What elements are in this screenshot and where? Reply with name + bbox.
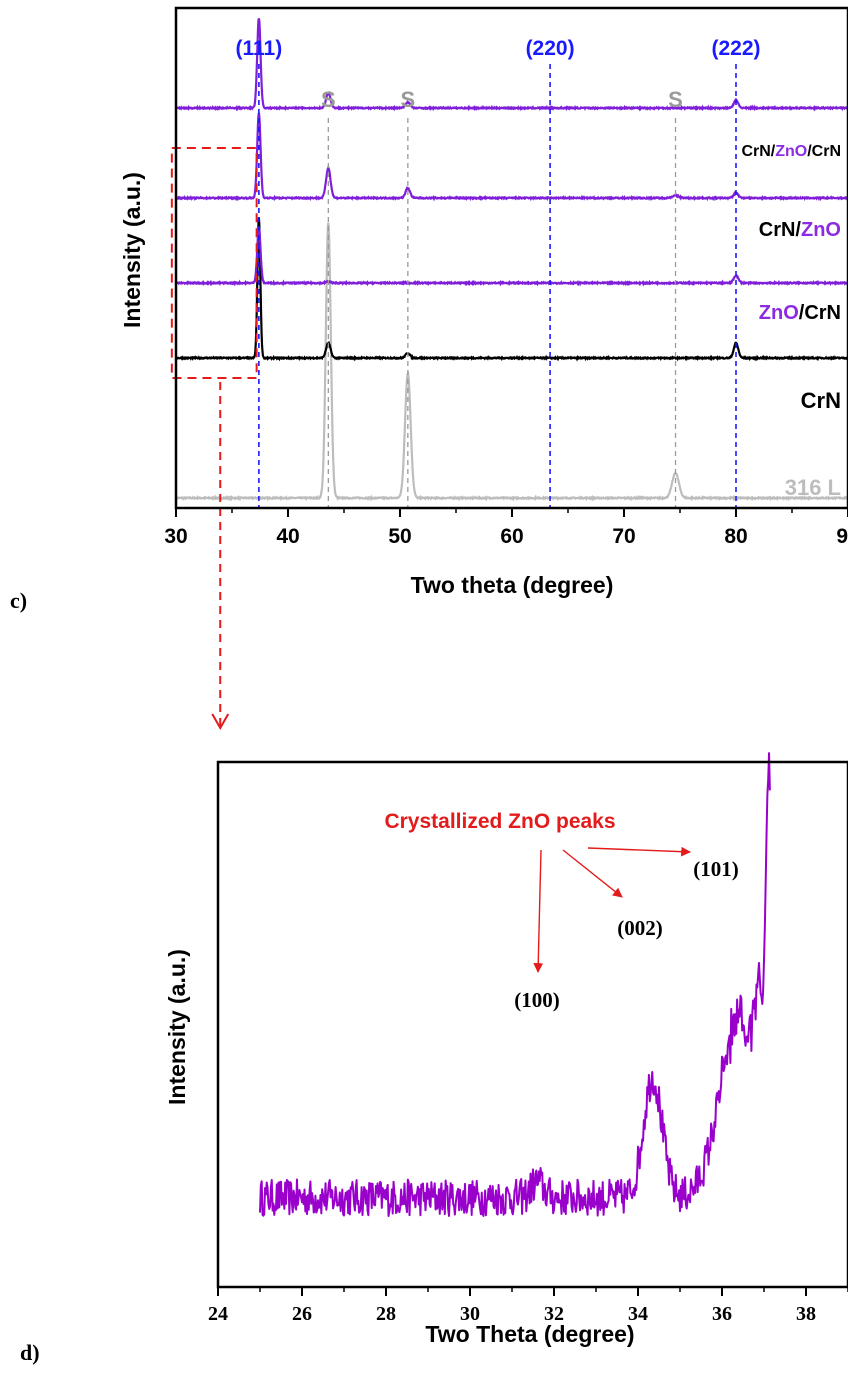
d-series-line [259, 752, 771, 1218]
peak-annotations: (100) (002) (101) [514, 846, 739, 1012]
series-label-part: /CrN [799, 302, 841, 324]
zoom-region-box [170, 147, 258, 379]
annotation-arrow [562, 849, 623, 898]
peak-label: (002) [617, 916, 663, 940]
series-label-part: ZnO [759, 302, 799, 324]
panel-c-xrd-chart: (111) (220) (222) S S S 30 40 50 60 70 80 90 Two th… [119, 6, 848, 731]
plane-label: (111) [236, 37, 283, 60]
series-line [175, 217, 848, 362]
c-series-group [174, 18, 848, 502]
zoom-arrow-head [211, 713, 230, 731]
plane-label: (220) [526, 37, 575, 60]
d-plot-frame [216, 760, 848, 1289]
x-tick-label: 36 [712, 1303, 732, 1325]
panel-label-d: d) [20, 1340, 40, 1365]
series-label-part: /CrN [807, 143, 841, 160]
c-x-axis-label: Two theta (degree) [411, 572, 614, 598]
panel-d-zoom-chart: 24 26 28 30 32 34 36 38 Two Theta (degree) Inte… [164, 752, 848, 1347]
x-tick-label: 80 [724, 525, 747, 548]
series-label-part: 316 L [785, 475, 841, 500]
c-reference-lines: (111) (220) (222) S S S [236, 37, 761, 508]
substrate-peak-label: S [400, 87, 415, 112]
x-tick-label: 90 [836, 525, 848, 548]
d-x-ticks: 24 26 28 30 32 34 36 38 [208, 1287, 848, 1325]
x-tick-label: 28 [376, 1303, 396, 1325]
series-label: CrN/ZnO/CrN [741, 143, 841, 160]
d-y-axis-label: Intensity (a.u.) [164, 949, 190, 1105]
x-tick-label: 32 [544, 1303, 564, 1325]
x-tick-label: 24 [208, 1303, 228, 1325]
series-label: 316 L [785, 475, 841, 500]
annotation-title: Crystallized ZnO peaks [384, 810, 615, 833]
series-label-part: CrN/ [759, 219, 802, 241]
x-tick-label: 26 [292, 1303, 312, 1325]
series-line [174, 222, 848, 502]
c-plot-frame [174, 6, 848, 510]
x-tick-label: 60 [500, 525, 523, 548]
plane-label: (222) [711, 37, 760, 60]
peak-label: (100) [514, 988, 560, 1012]
x-tick-label: 30 [460, 1303, 480, 1325]
series-label-part: ZnO [801, 219, 841, 241]
series-label-part: ZnO [775, 143, 807, 160]
annotation-arrow [533, 849, 544, 973]
annotation-arrow [587, 846, 691, 857]
series-label: CrN/ZnO [759, 219, 841, 241]
substrate-peak-label: S [321, 87, 336, 112]
series-line [175, 18, 848, 112]
x-tick-label: 34 [628, 1303, 648, 1325]
panel-label-c: c) [10, 588, 28, 613]
series-label-part: CrN [801, 388, 841, 413]
peak-label: (101) [693, 857, 739, 881]
x-tick-label: 38 [796, 1303, 816, 1325]
series-label-part: CrN/ [741, 143, 775, 160]
x-tick-label: 40 [276, 525, 299, 548]
x-tick-label: 30 [164, 525, 187, 548]
c-x-ticks: 30 40 50 60 70 80 90 [164, 508, 848, 548]
x-tick-label: 70 [612, 525, 635, 548]
series-line [175, 227, 848, 287]
series-label: ZnO/CrN [759, 302, 841, 324]
c-y-axis-label: Intensity (a.u.) [119, 172, 145, 328]
substrate-peak-label: S [668, 87, 683, 112]
series-label: CrN [801, 388, 841, 413]
d-x-axis-label: Two Theta (degree) [425, 1321, 634, 1347]
x-tick-label: 50 [388, 525, 411, 548]
